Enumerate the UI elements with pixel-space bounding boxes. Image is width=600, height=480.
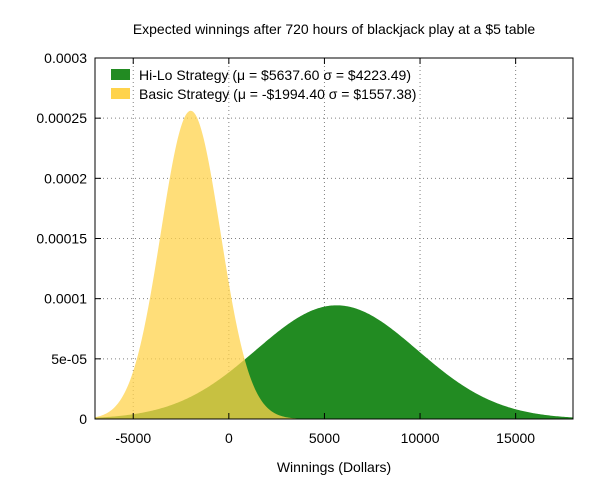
- series-area-2: [95, 110, 573, 419]
- legend-swatch-1: [111, 69, 130, 80]
- y-tick-label: 0.0003: [44, 50, 87, 66]
- y-tick-label: 0.00015: [36, 231, 87, 247]
- legend-label-2: Basic Strategy (μ = -$1994.40 σ = $1557.…: [139, 86, 416, 102]
- chart-title: Expected winnings after 720 hours of bla…: [133, 21, 536, 37]
- axes: -5000 0 5000 10000 15000 0 5e-05 0.0001 0.00015 0…: [36, 50, 574, 446]
- x-tick-label: 15000: [496, 430, 535, 446]
- legend-label-1: Hi-Lo Strategy (μ = $5637.60 σ = $4223.4…: [139, 67, 411, 83]
- y-tick-label: 5e-05: [51, 351, 87, 367]
- x-tick-label: 0: [225, 430, 233, 446]
- legend: Hi-Lo Strategy (μ = $5637.60 σ = $4223.4…: [111, 67, 416, 102]
- y-tick-label: 0: [79, 411, 87, 427]
- y-tick-label: 0.0001: [44, 291, 87, 307]
- y-tick-label: 0.0002: [44, 170, 87, 186]
- x-tick-label: -5000: [115, 430, 151, 446]
- y-tick-label: 0.00025: [36, 110, 87, 126]
- x-axis-label: Winnings (Dollars): [277, 459, 391, 475]
- legend-swatch-2: [111, 88, 130, 99]
- x-tick-label: 5000: [309, 430, 340, 446]
- series-layer: [95, 110, 573, 419]
- x-tick-label: 10000: [401, 430, 440, 446]
